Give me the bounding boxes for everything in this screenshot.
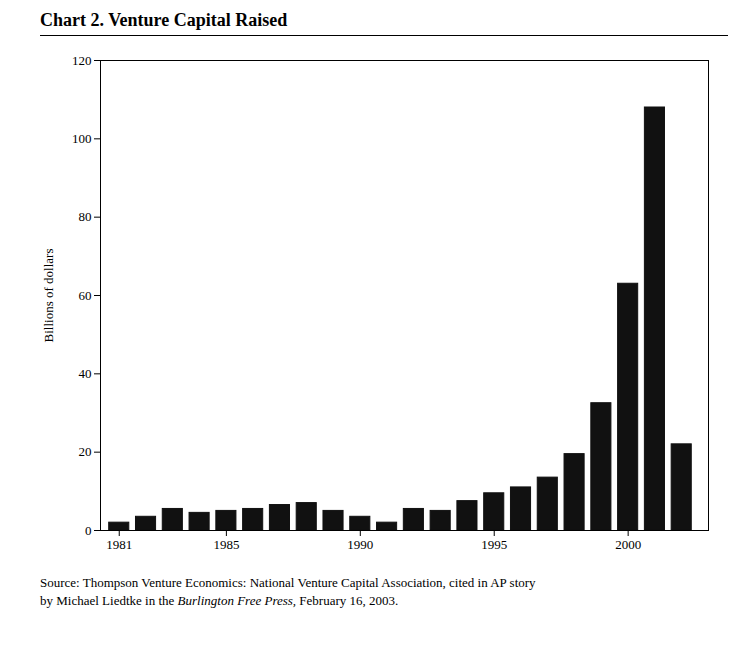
- html-text:by Michael Liedtke in the Burl: by Michael Liedtke in the Burlington Fre…: [40, 592, 399, 608]
- svg-text:1981: 1981: [106, 537, 132, 552]
- svg-text:100: 100: [72, 131, 92, 146]
- svg-text:1985: 1985: [213, 537, 239, 552]
- svg-text:2000: 2000: [615, 537, 641, 552]
- html-text:Chart 2. Venture Capital Raise: Chart 2. Venture Capital Raised: [40, 10, 288, 30]
- svg-text:40: 40: [79, 366, 92, 381]
- html-text:Source: Thompson Venture Econo: Source: Thompson Venture Economics: Nati…: [40, 575, 536, 590]
- svg-text:1990: 1990: [347, 537, 373, 552]
- svg-text:20: 20: [79, 444, 92, 459]
- svg-text:120: 120: [72, 53, 92, 68]
- svg-text:80: 80: [79, 209, 92, 224]
- svg-text:0: 0: [85, 523, 92, 538]
- svg-text:Billions of dollars: Billions of dollars: [41, 249, 56, 343]
- svg-text:60: 60: [79, 288, 92, 303]
- svg-text:1995: 1995: [481, 537, 507, 552]
